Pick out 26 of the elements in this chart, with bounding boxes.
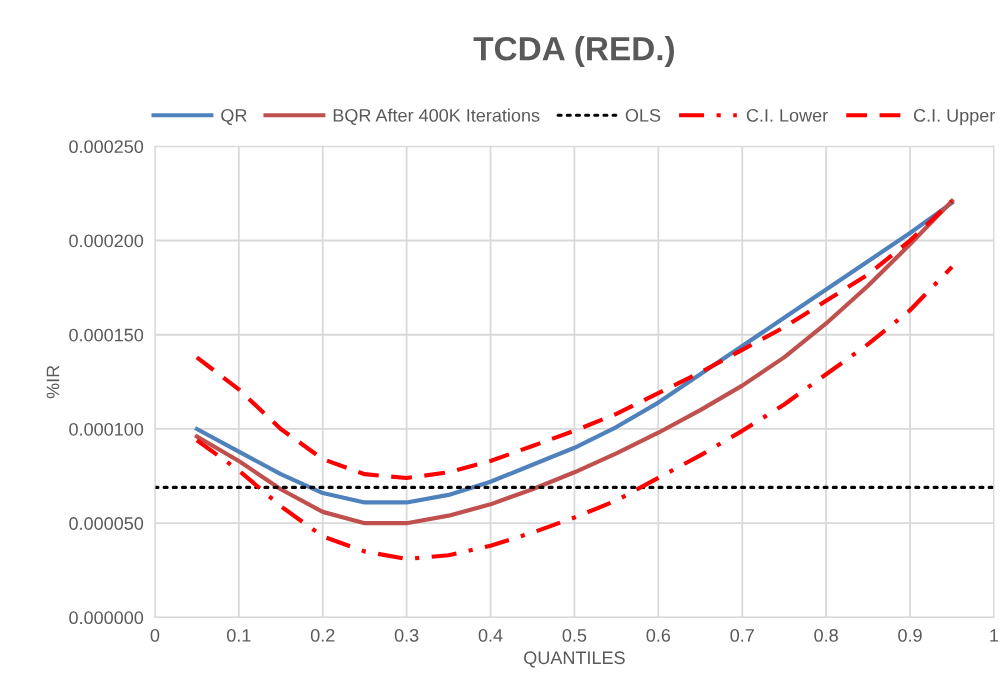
x-tick-label: 0.6 [646,628,671,642]
x-axis-title: QUANTILES [524,651,625,668]
x-tick-label: 0.1 [226,628,251,642]
y-tick-label: 0.000100 [69,422,144,436]
x-tick-label: 0.4 [478,628,503,642]
legend-label: OLS [625,108,661,122]
x-tick-label: 0.3 [394,628,419,642]
y-tick-label: 0.000250 [69,140,144,154]
legend-label: BQR After 400K Iterations [333,108,540,125]
legend-label: C.I. Lower [746,108,828,122]
y-axis-title: %IR [46,365,60,399]
legend-label: C.I. Upper [913,108,996,126]
x-tick-label: 0.9 [898,628,922,642]
x-tick-label: 0.5 [562,628,587,642]
y-tick-label: 0.000000 [69,611,144,625]
x-tick-label: 1 [990,629,999,642]
x-tick-label: 0.8 [814,628,838,642]
legend-label: QR [221,108,247,125]
chart-title: TCDA (RED.) [473,36,674,68]
y-tick-label: 0.000150 [69,328,144,342]
y-tick-label: 0.000050 [69,517,144,530]
x-tick-label: 0.7 [730,628,754,642]
x-tick-label: 0 [150,628,160,642]
x-tick-label: 0.2 [310,628,335,642]
line-series [194,264,955,562]
y-tick-label: 0.000200 [69,234,144,248]
